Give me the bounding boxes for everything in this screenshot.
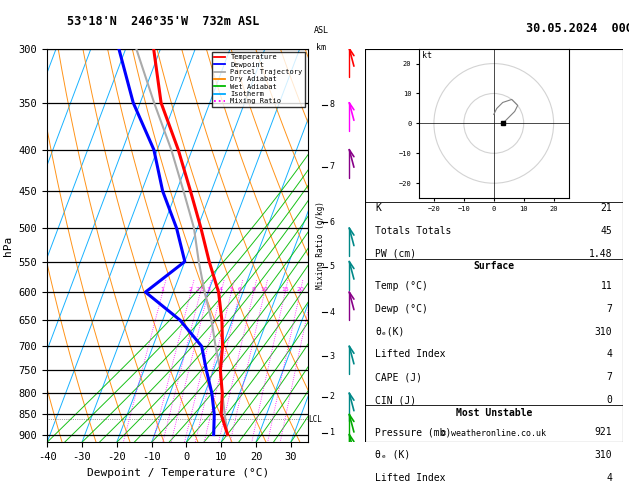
Text: 1: 1 — [161, 287, 165, 292]
Text: Lifted Index: Lifted Index — [375, 349, 445, 359]
Text: θₑ (K): θₑ (K) — [375, 450, 410, 460]
Text: CIN (J): CIN (J) — [375, 395, 416, 405]
Text: 45: 45 — [601, 226, 613, 236]
Text: 21: 21 — [601, 203, 613, 213]
Text: 6: 6 — [330, 218, 335, 227]
Text: Totals Totals: Totals Totals — [375, 226, 452, 236]
Text: 921: 921 — [595, 427, 613, 437]
Text: Mixing Ratio (g/kg): Mixing Ratio (g/kg) — [316, 202, 325, 289]
Text: 310: 310 — [595, 450, 613, 460]
Text: 3: 3 — [330, 352, 335, 361]
Text: Lifted Index: Lifted Index — [375, 473, 445, 483]
Text: 2: 2 — [330, 392, 335, 401]
Text: PW (cm): PW (cm) — [375, 249, 416, 259]
Y-axis label: hPa: hPa — [3, 235, 13, 256]
Text: 30.05.2024  00GMT (Base: 18): 30.05.2024 00GMT (Base: 18) — [526, 22, 629, 35]
Text: 20: 20 — [296, 287, 304, 292]
Text: 3: 3 — [206, 287, 210, 292]
Text: 10: 10 — [260, 287, 269, 292]
Text: Dewp (°C): Dewp (°C) — [375, 304, 428, 314]
Text: 8: 8 — [330, 100, 335, 109]
Text: kt: kt — [422, 51, 432, 60]
Text: 6: 6 — [238, 287, 242, 292]
Text: 5: 5 — [330, 262, 335, 271]
Text: 15: 15 — [281, 287, 289, 292]
Text: 53°18'N  246°35'W  732m ASL: 53°18'N 246°35'W 732m ASL — [67, 15, 260, 28]
Text: 2.5: 2.5 — [196, 287, 205, 292]
Text: K: K — [375, 203, 381, 213]
Text: 0: 0 — [606, 395, 613, 405]
Text: 1.48: 1.48 — [589, 249, 613, 259]
Text: 1: 1 — [330, 428, 335, 437]
Text: Surface: Surface — [473, 261, 515, 272]
Text: 4: 4 — [606, 349, 613, 359]
Text: 11: 11 — [601, 281, 613, 291]
Text: 4: 4 — [606, 473, 613, 483]
Legend: Temperature, Dewpoint, Parcel Trajectory, Dry Adiabat, Wet Adiabat, Isotherm, Mi: Temperature, Dewpoint, Parcel Trajectory… — [213, 52, 304, 106]
Text: ASL: ASL — [313, 26, 328, 35]
Text: LCL: LCL — [309, 415, 323, 424]
Text: 7: 7 — [606, 372, 613, 382]
Text: 4: 4 — [330, 308, 335, 316]
Text: Pressure (mb): Pressure (mb) — [375, 427, 452, 437]
Text: 5: 5 — [230, 287, 233, 292]
Text: 8: 8 — [252, 287, 255, 292]
Text: CAPE (J): CAPE (J) — [375, 372, 422, 382]
Text: 4: 4 — [219, 287, 223, 292]
Text: 7: 7 — [330, 162, 335, 171]
Text: Temp (°C): Temp (°C) — [375, 281, 428, 291]
Text: Most Unstable: Most Unstable — [455, 408, 532, 417]
Text: © weatheronline.co.uk: © weatheronline.co.uk — [442, 429, 546, 438]
X-axis label: Dewpoint / Temperature (°C): Dewpoint / Temperature (°C) — [87, 468, 269, 478]
Text: 2: 2 — [189, 287, 193, 292]
Text: km: km — [316, 43, 326, 52]
Text: θₑ(K): θₑ(K) — [375, 327, 404, 337]
Text: 310: 310 — [595, 327, 613, 337]
Text: 7: 7 — [606, 304, 613, 314]
